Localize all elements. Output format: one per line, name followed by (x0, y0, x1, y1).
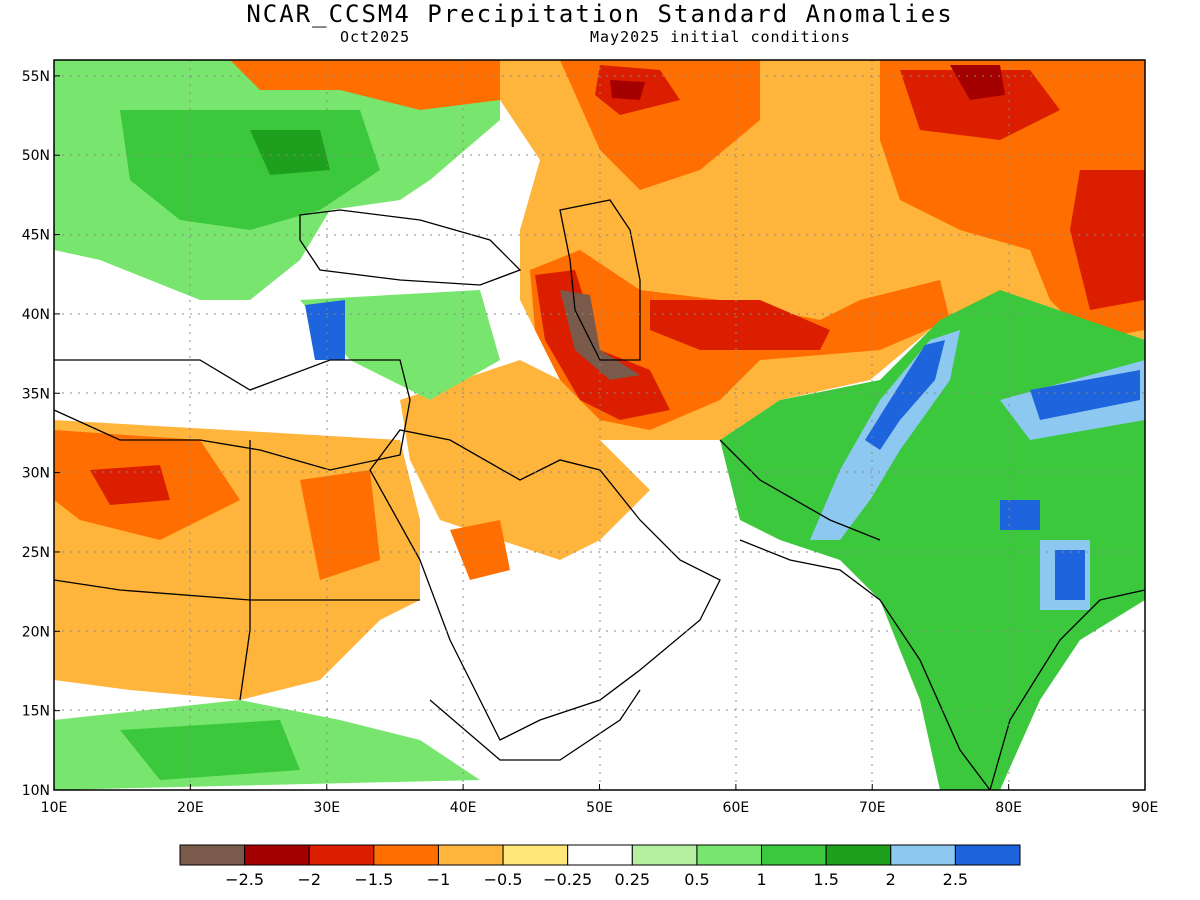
lon-tick-label: 30E (313, 800, 340, 816)
anomaly-region (1070, 170, 1145, 310)
lat-tick-label: 45N (22, 228, 50, 244)
colorbar-swatch (954, 844, 1021, 866)
colorbar-label: −0.25 (543, 870, 592, 889)
anomaly-region (305, 300, 345, 360)
anomaly-region (865, 340, 945, 450)
anomaly-region (1030, 370, 1140, 420)
lat-tick-label: 40N (22, 307, 50, 323)
colorbar: −2.5 −2 −1.5 −1 −0.5 −0.25 0.25 0.5 1 1.5 2 2.5 (179, 844, 1021, 889)
black-sea-coast (299, 209, 522, 286)
lon-tick-label: 80E (995, 800, 1022, 816)
colorbar-label: −2.5 (225, 870, 264, 889)
anomaly-region (450, 520, 510, 580)
mediterranean-coast (54, 359, 411, 471)
colorbar-label: 2 (886, 870, 896, 889)
colorbar-swatch (244, 844, 310, 866)
valid-month: Oct2025 (340, 28, 411, 46)
anomaly-region (560, 290, 640, 380)
national-border (239, 440, 251, 701)
colorbar-swatch (437, 844, 504, 866)
lat-tick-label: 30N (22, 466, 50, 482)
colorbar-label: −2 (297, 870, 321, 889)
lat-tick-label: 15N (22, 704, 50, 720)
colorbar-swatch (890, 844, 956, 866)
anomaly-region (230, 60, 500, 110)
india-east-coast (989, 589, 1145, 790)
lat-tick-label: 25N (22, 545, 50, 561)
lon-tick-label: 90E (1132, 800, 1159, 816)
colorbar-swatch (502, 844, 569, 866)
anomaly-region (120, 720, 300, 780)
lon-tick-label: 70E (859, 800, 886, 816)
anomaly-region (300, 290, 500, 400)
axis-ticks: 10E 20E 30E 40E 50E 60E 70E 80E 90E 55N 50N 45N 40N 3… (22, 69, 1159, 816)
init-conditions: May2025 initial conditions (590, 28, 851, 46)
lat-tick-label: 10N (22, 783, 50, 799)
colorbar-swatch (373, 844, 439, 866)
colorbar-swatch (761, 844, 827, 866)
coastlines (54, 199, 1145, 790)
colorbar-label: −1 (427, 870, 451, 889)
colorbar-swatch (825, 844, 892, 866)
anomaly-region (610, 80, 645, 100)
lat-tick-label: 20N (22, 624, 50, 640)
lat-tick-label: 50N (22, 148, 50, 164)
horn-of-africa-coast (429, 689, 641, 761)
grid-lines (54, 60, 1145, 790)
colorbar-swatch (179, 844, 246, 866)
colorbar-label: 0.25 (614, 870, 650, 889)
anomaly-region (950, 65, 1005, 100)
anomaly-region (250, 130, 330, 175)
anomaly-field (54, 60, 1145, 790)
lon-tick-label: 50E (586, 800, 613, 816)
lat-tick-label: 55N (22, 69, 50, 85)
anomaly-region (650, 300, 830, 350)
national-border (54, 579, 420, 601)
anomaly-region (1055, 550, 1085, 600)
colorbar-label: 0.5 (684, 870, 709, 889)
colorbar-swatch (567, 844, 633, 866)
lon-tick-label: 40E (450, 800, 477, 816)
anomaly-region (1000, 500, 1040, 530)
colorbar-label: 1 (756, 870, 766, 889)
caspian-sea-coast (559, 199, 641, 361)
lon-tick-label: 10E (41, 800, 68, 816)
colorbar-label: 1.5 (813, 870, 838, 889)
lon-tick-label: 60E (723, 800, 750, 816)
national-border (719, 439, 881, 541)
lat-tick-label: 35N (22, 386, 50, 402)
chart-title: NCAR_CCSM4 Precipitation Standard Anomal… (246, 0, 954, 28)
colorbar-swatch (631, 844, 698, 866)
colorbar-label: −0.5 (484, 870, 523, 889)
india-west-coast (739, 539, 991, 790)
colorbar-swatch (696, 844, 763, 866)
arabian-peninsula-coast (369, 429, 721, 741)
colorbar-label: −1.5 (354, 870, 393, 889)
anomaly-region (90, 465, 170, 505)
lon-tick-label: 20E (177, 800, 204, 816)
colorbar-swatch (308, 844, 375, 866)
colorbar-label: 2.5 (943, 870, 968, 889)
anomaly-region (900, 70, 1060, 140)
